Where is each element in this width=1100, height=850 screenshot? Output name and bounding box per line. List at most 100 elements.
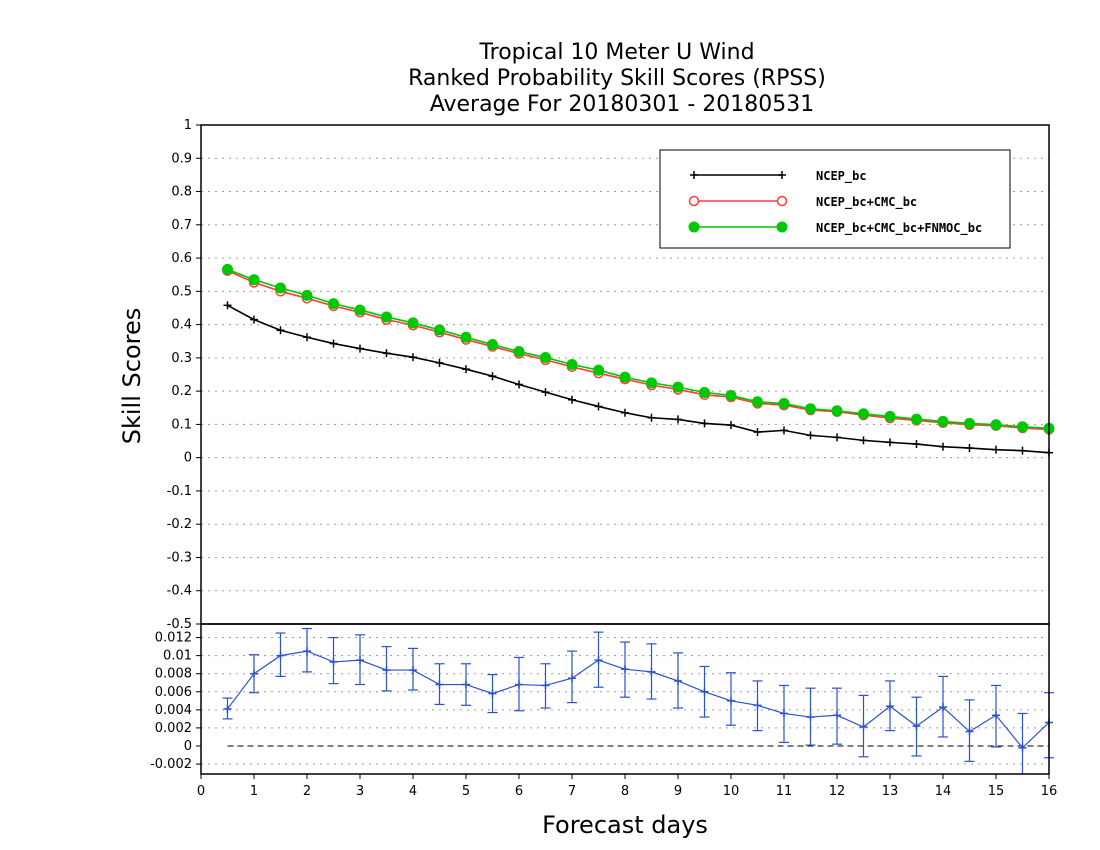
series-point — [435, 358, 444, 367]
title-line-3: Average For 20180301 - 20180531 — [430, 92, 815, 117]
top-y-tick-label: 0.4 — [171, 318, 192, 333]
legend-marker-end — [776, 195, 788, 207]
legend-marker-start — [688, 195, 700, 207]
series-point — [805, 403, 816, 415]
series-point — [831, 405, 843, 417]
series-point — [303, 333, 311, 342]
series-point — [964, 417, 975, 429]
x-tick-label: 15 — [988, 784, 1005, 799]
x-tick-label: 6 — [515, 784, 523, 799]
x-tick-label: 12 — [829, 784, 846, 799]
series-point — [329, 339, 338, 348]
x-tick-label: 14 — [935, 784, 952, 799]
series-point — [460, 331, 472, 343]
series-point — [939, 442, 947, 451]
series-point — [222, 263, 233, 275]
difference-series — [222, 627, 1054, 774]
series-point — [647, 413, 656, 422]
series-line — [227, 304, 1050, 454]
legend-marker-end — [778, 171, 786, 179]
y-axis-label: Skill Scores — [118, 308, 146, 445]
difference-point — [833, 711, 841, 720]
series-point — [223, 301, 232, 310]
legend-entry: NCEP_bc — [690, 169, 867, 184]
x-tick-label: 13 — [882, 784, 899, 799]
difference-point — [621, 665, 629, 674]
series-point — [381, 311, 392, 323]
series-point — [912, 440, 921, 449]
difference-point — [462, 680, 470, 689]
legend-entry: NCEP_bc+CMC_bc — [688, 195, 917, 210]
series-point — [541, 388, 550, 397]
series-point — [515, 380, 523, 389]
series-point — [356, 344, 364, 353]
top-y-tick-label: -0.4 — [167, 584, 192, 599]
top-y-tick-label: 0.6 — [171, 251, 192, 266]
x-tick-label: 7 — [568, 784, 576, 799]
difference-point — [382, 666, 391, 675]
series-point — [328, 298, 339, 310]
legend-marker-start — [688, 221, 700, 233]
series-point — [911, 413, 922, 425]
difference-point — [939, 703, 947, 712]
series-point — [833, 433, 841, 442]
top-y-tick-label: 1 — [184, 118, 192, 133]
top-y-tick-label: -0.5 — [167, 617, 192, 632]
difference-point — [886, 702, 894, 711]
top-y-tick-label: -0.1 — [167, 484, 192, 499]
chart-title: Tropical 10 Meter U Wind Ranked Probabil… — [408, 40, 826, 117]
series-line — [227, 268, 1050, 430]
series-point — [540, 352, 551, 364]
difference-point — [727, 696, 735, 705]
series-1 — [223, 301, 1053, 457]
legend-box — [659, 149, 1011, 249]
top-y-tick-label: 0.9 — [171, 151, 192, 166]
series-point — [886, 438, 894, 447]
series-point — [937, 415, 949, 427]
top-y-tick-label: 0.5 — [171, 284, 192, 299]
series-point — [753, 428, 762, 437]
x-tick-label: 8 — [621, 784, 629, 799]
series-point — [646, 377, 657, 389]
series-point — [248, 274, 260, 286]
difference-point — [780, 709, 788, 718]
x-tick-label: 16 — [1041, 784, 1058, 799]
series-point — [992, 445, 1000, 454]
bottom-y-tick-label: 0 — [184, 739, 192, 754]
legend-label: NCEP_bc — [816, 169, 867, 184]
legend-entries: NCEP_bc NCEP_bc+CMC_bc NCEP_bc+CMC_bc+FNMO… — [688, 169, 982, 236]
series-point — [990, 419, 1002, 431]
series-point — [699, 386, 710, 398]
bottom-y-tick-label: 0.004 — [155, 703, 192, 718]
difference-point — [594, 656, 603, 665]
difference-point — [753, 701, 762, 710]
difference-point — [700, 687, 709, 696]
x-tick-label: 11 — [776, 784, 793, 799]
series-point — [382, 349, 391, 358]
series-point — [965, 444, 974, 453]
top-y-tick-label: 0.2 — [171, 384, 192, 399]
bottom-y-tick-label: 0.002 — [155, 721, 192, 736]
x-tick-label: 10 — [723, 784, 740, 799]
top-y-tick-label: 0.8 — [171, 185, 192, 200]
title-line-2: Ranked Probability Skill Scores (RPSS) — [408, 66, 826, 91]
series-point — [859, 436, 868, 445]
series-point — [674, 415, 682, 424]
series-point — [621, 408, 629, 417]
top-y-tick-label: 0.3 — [171, 351, 192, 366]
series-point — [566, 359, 578, 371]
difference-point — [223, 704, 232, 713]
bottom-y-tick-label: 0.006 — [155, 685, 192, 700]
series-point — [487, 339, 498, 351]
difference-point — [435, 680, 444, 689]
bottom-y-axis-ticks: -0.002 0 0.002 0.004 0.006 0.008 0.01 0.012 — [150, 631, 201, 772]
series-point — [301, 289, 313, 301]
series-point — [806, 431, 815, 440]
difference-point — [303, 647, 311, 656]
series-point — [884, 410, 896, 422]
series-point — [568, 395, 576, 404]
title-line-1: Tropical 10 Meter U Wind — [478, 40, 754, 65]
series-point — [727, 421, 735, 430]
top-panel-grid — [201, 157, 1049, 592]
series-point — [725, 389, 737, 401]
